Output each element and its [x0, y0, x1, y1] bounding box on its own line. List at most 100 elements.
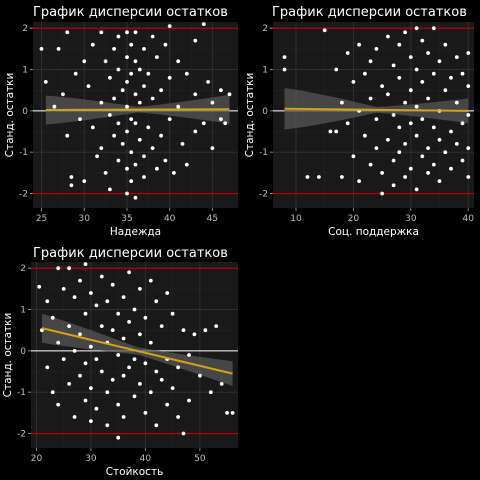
- data-point: [155, 166, 159, 171]
- data-point: [201, 121, 206, 126]
- data-point: [67, 324, 71, 328]
- data-point: [129, 179, 134, 184]
- data-point: [129, 42, 134, 47]
- data-point: [167, 117, 172, 121]
- data-point: [391, 183, 396, 188]
- data-point: [187, 398, 191, 403]
- data-point: [56, 340, 61, 345]
- data-point: [137, 137, 142, 142]
- confidence-band: [284, 88, 469, 130]
- data-point: [133, 59, 138, 64]
- data-point: [142, 154, 146, 159]
- x-tick-label: 25: [36, 214, 47, 224]
- data-point: [137, 100, 142, 105]
- data-point: [460, 71, 465, 76]
- data-point: [137, 67, 142, 72]
- data-point: [380, 171, 384, 175]
- data-point: [127, 365, 131, 370]
- data-point: [210, 100, 215, 105]
- data-point: [206, 80, 211, 84]
- data-point: [386, 92, 390, 97]
- data-point: [69, 175, 74, 179]
- data-point: [110, 377, 115, 382]
- data-point: [317, 175, 321, 179]
- data-point: [120, 142, 125, 146]
- y-tick-label: -2: [17, 430, 26, 440]
- data-point: [219, 382, 224, 386]
- data-point: [138, 382, 142, 386]
- data-point: [176, 365, 181, 370]
- data-point: [89, 386, 93, 390]
- x-tick-label: 30: [405, 214, 417, 224]
- data-point: [61, 357, 66, 361]
- data-point: [67, 266, 71, 271]
- y-axis-label-2: Станд. остатки: [244, 73, 256, 158]
- data-point: [192, 332, 197, 337]
- data-point: [351, 154, 356, 159]
- data-point: [334, 129, 339, 134]
- data-point: [127, 270, 131, 275]
- data-point: [142, 175, 146, 179]
- data-point: [397, 125, 402, 130]
- data-point: [39, 47, 44, 51]
- data-point: [89, 419, 93, 423]
- data-point: [65, 133, 70, 138]
- data-point: [414, 133, 419, 138]
- data-point: [193, 38, 198, 43]
- data-point: [443, 88, 448, 93]
- data-point: [78, 332, 82, 337]
- data-point: [181, 431, 186, 436]
- x-tick-label: 40: [463, 214, 475, 224]
- data-point: [90, 125, 95, 130]
- data-point: [37, 284, 42, 289]
- data-point: [363, 133, 367, 138]
- data-point: [305, 175, 310, 179]
- data-point: [155, 55, 159, 59]
- data-point: [50, 390, 55, 395]
- y-tick-label: -2: [259, 190, 268, 200]
- data-point: [110, 328, 115, 333]
- data-point: [322, 28, 327, 33]
- data-point: [150, 34, 155, 39]
- data-point: [219, 117, 223, 121]
- data-point: [116, 402, 121, 407]
- data-point: [132, 357, 137, 361]
- y-tick-label: -1: [17, 388, 26, 398]
- data-point: [125, 80, 129, 84]
- data-point: [449, 129, 453, 134]
- data-point: [414, 187, 419, 192]
- data-point: [163, 158, 168, 163]
- data-point: [454, 55, 459, 59]
- data-point: [142, 84, 146, 88]
- y-tick-label: -1: [259, 148, 268, 158]
- data-point: [386, 137, 390, 142]
- data-point: [368, 162, 373, 167]
- data-point: [420, 117, 425, 121]
- data-point: [129, 150, 134, 155]
- data-point: [431, 71, 436, 76]
- data-point: [426, 146, 430, 151]
- data-point: [397, 75, 402, 80]
- data-point: [69, 183, 74, 188]
- data-point: [103, 59, 108, 64]
- data-point: [357, 42, 361, 47]
- data-point: [120, 88, 125, 93]
- data-point: [146, 71, 151, 76]
- data-point: [391, 158, 396, 163]
- data-point: [460, 158, 465, 163]
- data-point: [223, 121, 228, 126]
- data-point: [94, 357, 99, 361]
- data-point: [403, 100, 407, 105]
- data-point: [426, 51, 430, 55]
- data-point: [138, 287, 142, 291]
- data-point: [116, 311, 121, 316]
- y-tick-label: 1: [22, 66, 28, 76]
- x-tick-label: 20: [31, 454, 43, 464]
- data-point: [345, 51, 350, 55]
- data-point: [125, 30, 129, 35]
- x-tick-label: 50: [194, 454, 206, 464]
- data-point: [159, 133, 164, 138]
- data-point: [99, 324, 104, 328]
- plot-panel-3: [31, 262, 238, 448]
